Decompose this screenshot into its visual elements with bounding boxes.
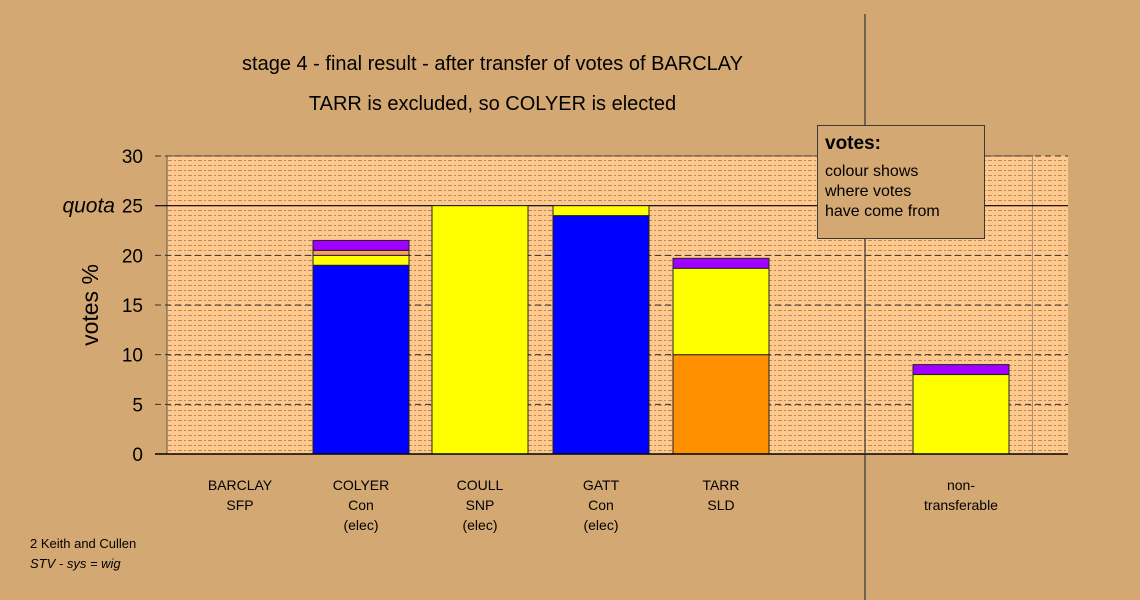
bar-segment [312, 254, 410, 266]
chart-subtitle: TARR is excluded, so COLYER is elected [308, 93, 677, 115]
category-label: (elec) [343, 517, 378, 533]
axes [155, 14, 1068, 600]
category-label: non- [947, 477, 975, 493]
category-label: COULL [457, 477, 504, 493]
bar-segment [552, 205, 650, 217]
bar-segment [552, 215, 650, 455]
bar-segment [312, 264, 410, 455]
y-tick-label: 10 [122, 346, 143, 367]
y-tick-label: 25 [122, 197, 143, 218]
category-label: SFP [226, 497, 253, 513]
legend: votes: colour shows where votes have com… [817, 125, 985, 239]
category-label: SLD [707, 497, 734, 513]
bar-segment [312, 239, 410, 251]
y-axis-label: votes % [77, 264, 103, 346]
category-label: Con [588, 497, 614, 513]
legend-title: votes: [825, 133, 881, 154]
bar-segment [431, 205, 529, 455]
y-tick-label: 30 [122, 147, 143, 168]
quota-label: quota [62, 195, 115, 218]
labels: 0 5 10 15 20 25 30 quota votes % BARCLAY SFP COLYER… [62, 147, 998, 533]
bar-segment [312, 249, 410, 256]
y-tick-label: 20 [122, 246, 143, 267]
category-label: transferable [924, 497, 998, 513]
bar-segment [672, 267, 770, 356]
bar-segment [672, 257, 770, 269]
category-label: GATT [583, 477, 620, 493]
chart-title: stage 4 - final result - after transfer … [242, 53, 743, 75]
legend-line: where votes [825, 183, 912, 200]
category-label: Con [348, 497, 374, 513]
category-label: (elec) [462, 517, 497, 533]
y-tick-label: 5 [132, 395, 143, 416]
legend-line: colour shows [825, 163, 919, 180]
y-tick-label: 0 [132, 445, 143, 466]
bar-segment [912, 364, 1010, 376]
credit-line: STV - sys = wig [30, 556, 121, 571]
y-tick-label: 15 [122, 296, 143, 317]
legend-line: have come from [825, 203, 940, 220]
category-label: (elec) [583, 517, 618, 533]
credit-line: 2 Keith and Cullen [30, 536, 137, 551]
category-label: SNP [466, 497, 495, 513]
category-label: BARCLAY [208, 477, 273, 493]
bars [312, 205, 1010, 455]
category-label: TARR [702, 477, 739, 493]
bar-segment [912, 374, 1010, 455]
category-label: COLYER [333, 477, 390, 493]
bar-segment [672, 354, 770, 455]
